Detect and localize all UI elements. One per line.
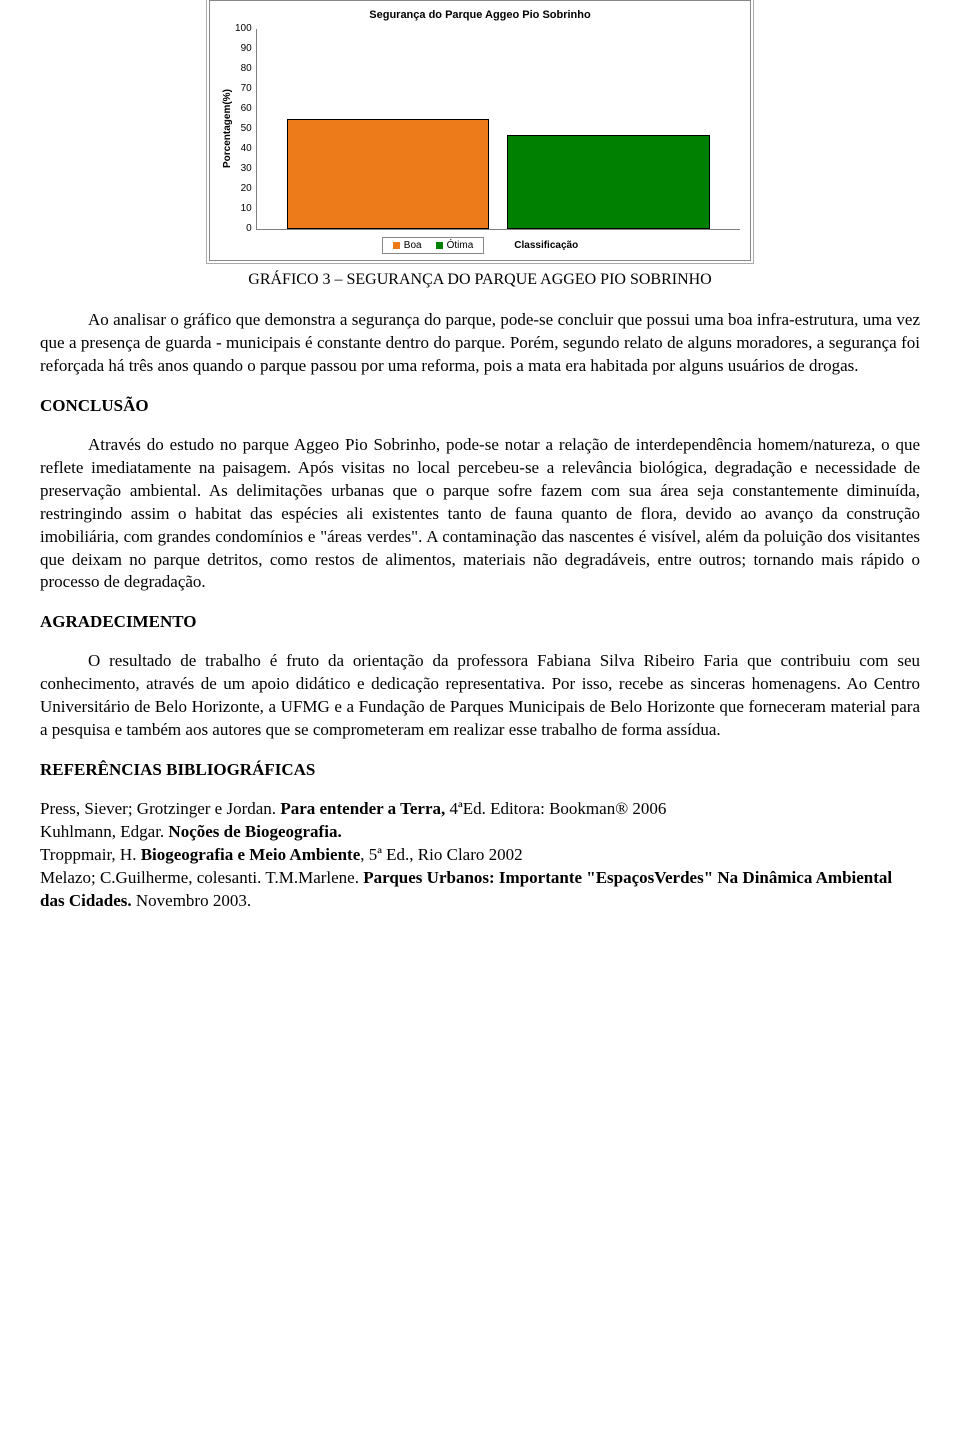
ref-text: , 5ª Ed., Rio Claro 2002 [360, 845, 522, 864]
bar-boa [287, 119, 490, 229]
paragraph-conclusao: Através do estudo no parque Aggeo Pio So… [40, 434, 920, 595]
reference-item: Kuhlmann, Edgar. Noções de Biogeografia. [40, 821, 920, 844]
ref-text: Melazo; C.Guilherme, colesanti. T.M.Marl… [40, 868, 363, 887]
chart-caption: GRÁFICO 3 – SEGURANÇA DO PARQUE AGGEO PI… [40, 271, 920, 289]
ref-text: Kuhlmann, Edgar. [40, 822, 168, 841]
chart-title: Segurança do Parque Aggeo Pio Sobrinho [220, 9, 740, 21]
ref-bold: Noções de Biogeografia. [168, 822, 341, 841]
legend-swatch-icon [393, 242, 400, 249]
chart-yaxis: 100 90 80 70 60 50 40 30 20 10 0 [235, 29, 256, 229]
references-block: Press, Siever; Grotzinger e Jordan. Para… [40, 798, 920, 913]
chart-body: Porcentagem(%) 100 90 80 70 60 50 40 30 … [220, 29, 740, 229]
chart-xlabel: Classificação [514, 240, 578, 251]
reference-item: Melazo; C.Guilherme, colesanti. T.M.Marl… [40, 867, 920, 913]
chart-ylabel: Porcentagem(%) [220, 29, 235, 229]
ref-text: Press, Siever; Grotzinger e Jordan. [40, 799, 280, 818]
legend-label: Boa [404, 240, 422, 251]
legend-item: Boa [393, 240, 422, 251]
reference-item: Troppmair, H. Biogeografia e Meio Ambien… [40, 844, 920, 867]
heading-agradecimento: AGRADECIMENTO [40, 612, 920, 632]
bar-otima [507, 135, 710, 229]
legend-label: Ótima [447, 240, 474, 251]
heading-conclusao: CONCLUSÃO [40, 396, 920, 416]
paragraph-agradecimento: O resultado de trabalho é fruto da orien… [40, 650, 920, 742]
chart-legend-row: Boa Ótima Classificação [220, 237, 740, 254]
chart-plot-area [256, 29, 740, 230]
ref-bold: Biogeografia e Meio Ambiente [141, 845, 361, 864]
ref-text: Troppmair, H. [40, 845, 141, 864]
chart-container: Segurança do Parque Aggeo Pio Sobrinho P… [209, 0, 751, 261]
chart-legend: Boa Ótima [382, 237, 484, 254]
ref-text: Novembro 2003. [132, 891, 251, 910]
legend-item: Ótima [436, 240, 474, 251]
reference-item: Press, Siever; Grotzinger e Jordan. Para… [40, 798, 920, 821]
heading-referencias: REFERÊNCIAS BIBLIOGRÁFICAS [40, 760, 920, 780]
legend-swatch-icon [436, 242, 443, 249]
ref-text: 4ªEd. Editora: Bookman® 2006 [450, 799, 667, 818]
paragraph-analysis: Ao analisar o gráfico que demonstra a se… [40, 309, 920, 378]
ref-bold: Para entender a Terra, [280, 799, 449, 818]
